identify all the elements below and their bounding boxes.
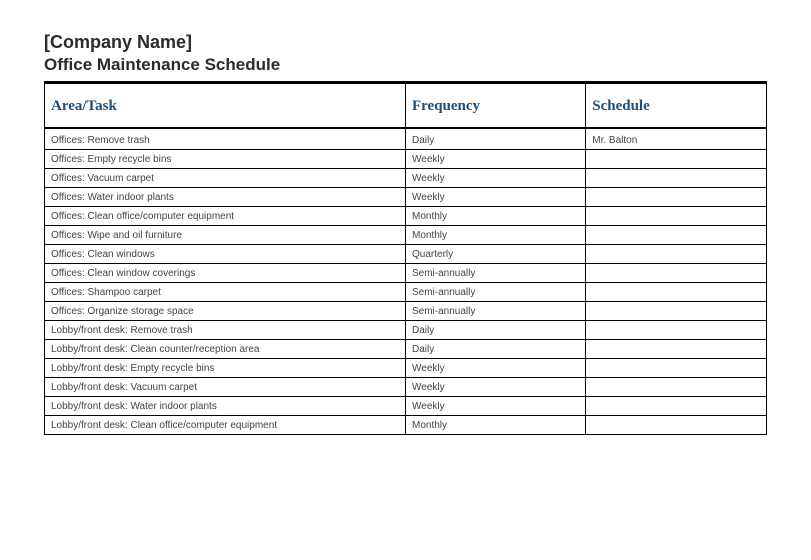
cell-frequency: Weekly — [406, 397, 586, 416]
cell-frequency: Monthly — [406, 416, 586, 435]
cell-area: Offices: Empty recycle bins — [45, 150, 406, 169]
table-row: Offices: Empty recycle binsWeekly — [45, 150, 766, 169]
cell-area: Offices: Clean office/computer equipment — [45, 207, 406, 226]
table-row: Offices: Water indoor plantsWeekly — [45, 188, 766, 207]
cell-schedule: Mr. Balton — [586, 128, 766, 150]
table-row: Offices: Organize storage spaceSemi-annu… — [45, 302, 766, 321]
cell-area: Lobby/front desk: Water indoor plants — [45, 397, 406, 416]
cell-frequency: Weekly — [406, 359, 586, 378]
table-row: Offices: Remove trashDailyMr. Balton — [45, 128, 766, 150]
cell-schedule — [586, 302, 766, 321]
cell-schedule — [586, 245, 766, 264]
table-row: Offices: Vacuum carpetWeekly — [45, 169, 766, 188]
table-row: Offices: Clean office/computer equipment… — [45, 207, 766, 226]
table-row: Lobby/front desk: Remove trashDaily — [45, 321, 766, 340]
cell-frequency: Semi-annually — [406, 264, 586, 283]
cell-schedule — [586, 340, 766, 359]
cell-frequency: Monthly — [406, 207, 586, 226]
table-header-row: Area/Task Frequency Schedule — [45, 84, 766, 128]
cell-schedule — [586, 283, 766, 302]
cell-frequency: Semi-annually — [406, 283, 586, 302]
cell-schedule — [586, 226, 766, 245]
cell-schedule — [586, 416, 766, 435]
company-name: [Company Name] — [44, 32, 767, 53]
col-header-frequency: Frequency — [406, 84, 586, 128]
table-row: Offices: Shampoo carpetSemi-annually — [45, 283, 766, 302]
cell-area: Offices: Remove trash — [45, 128, 406, 150]
cell-schedule — [586, 207, 766, 226]
maintenance-table: Area/Task Frequency Schedule Offices: Re… — [45, 84, 766, 435]
table-row: Offices: Wipe and oil furnitureMonthly — [45, 226, 766, 245]
table-row: Offices: Clean window coveringsSemi-annu… — [45, 264, 766, 283]
cell-area: Offices: Water indoor plants — [45, 188, 406, 207]
table-row: Lobby/front desk: Clean counter/receptio… — [45, 340, 766, 359]
table-row: Offices: Clean windowsQuarterly — [45, 245, 766, 264]
cell-area: Offices: Vacuum carpet — [45, 169, 406, 188]
cell-frequency: Semi-annually — [406, 302, 586, 321]
cell-area: Lobby/front desk: Clean office/computer … — [45, 416, 406, 435]
cell-schedule — [586, 378, 766, 397]
cell-area: Lobby/front desk: Clean counter/receptio… — [45, 340, 406, 359]
table-row: Lobby/front desk: Vacuum carpetWeekly — [45, 378, 766, 397]
maintenance-table-wrap: Area/Task Frequency Schedule Offices: Re… — [44, 84, 767, 435]
cell-area: Lobby/front desk: Empty recycle bins — [45, 359, 406, 378]
cell-area: Offices: Wipe and oil furniture — [45, 226, 406, 245]
cell-frequency: Weekly — [406, 169, 586, 188]
table-row: Lobby/front desk: Water indoor plantsWee… — [45, 397, 766, 416]
cell-schedule — [586, 264, 766, 283]
cell-frequency: Weekly — [406, 150, 586, 169]
cell-area: Offices: Clean windows — [45, 245, 406, 264]
table-row: Lobby/front desk: Empty recycle binsWeek… — [45, 359, 766, 378]
cell-schedule — [586, 397, 766, 416]
cell-frequency: Daily — [406, 340, 586, 359]
cell-schedule — [586, 321, 766, 340]
page-container: [Company Name] Office Maintenance Schedu… — [0, 0, 811, 435]
cell-schedule — [586, 150, 766, 169]
cell-frequency: Quarterly — [406, 245, 586, 264]
cell-frequency: Monthly — [406, 226, 586, 245]
cell-schedule — [586, 359, 766, 378]
col-header-area: Area/Task — [45, 84, 406, 128]
cell-area: Offices: Shampoo carpet — [45, 283, 406, 302]
col-header-schedule: Schedule — [586, 84, 766, 128]
table-body: Offices: Remove trashDailyMr. BaltonOffi… — [45, 128, 766, 435]
cell-schedule — [586, 188, 766, 207]
cell-area: Offices: Organize storage space — [45, 302, 406, 321]
cell-area: Offices: Clean window coverings — [45, 264, 406, 283]
cell-area: Lobby/front desk: Vacuum carpet — [45, 378, 406, 397]
cell-frequency: Daily — [406, 321, 586, 340]
cell-frequency: Weekly — [406, 378, 586, 397]
cell-schedule — [586, 169, 766, 188]
cell-frequency: Weekly — [406, 188, 586, 207]
table-row: Lobby/front desk: Clean office/computer … — [45, 416, 766, 435]
cell-frequency: Daily — [406, 128, 586, 150]
cell-area: Lobby/front desk: Remove trash — [45, 321, 406, 340]
page-subtitle: Office Maintenance Schedule — [44, 55, 767, 75]
